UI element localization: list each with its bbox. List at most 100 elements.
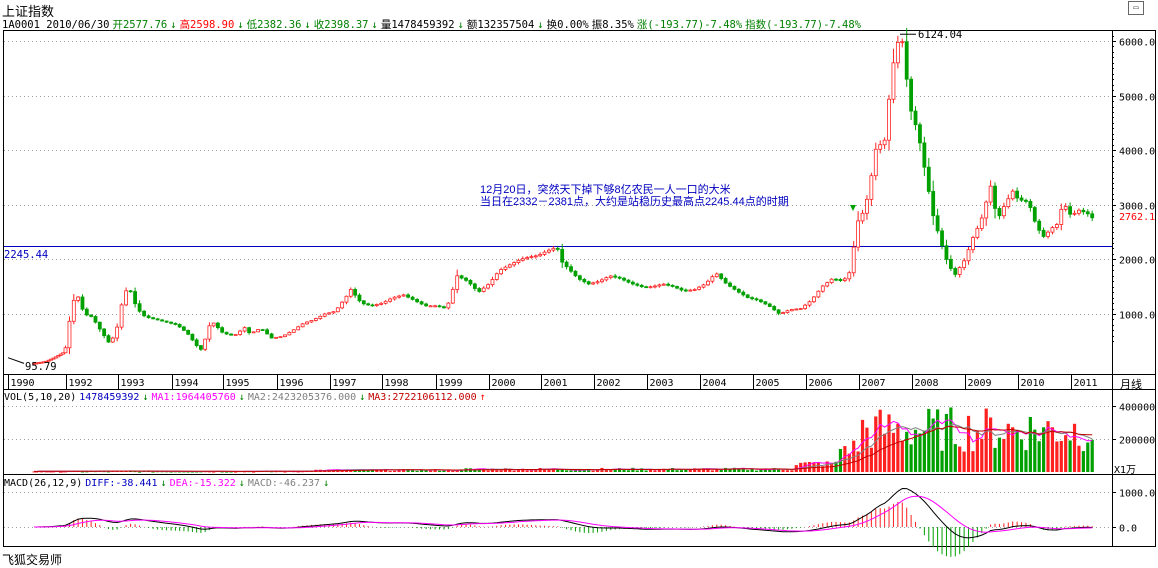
candle-body — [53, 356, 58, 359]
volume-bar — [1037, 441, 1041, 472]
x-tick-label-15: 2006 — [809, 378, 833, 389]
volume-bar — [1042, 427, 1046, 472]
vol-header-item-1: 1478459392 — [79, 392, 140, 403]
candle-body — [450, 289, 455, 304]
candle-body — [860, 212, 865, 222]
x-tick-label-1: 1992 — [69, 378, 93, 389]
volume-bar — [883, 433, 887, 472]
candle-body — [503, 266, 508, 270]
candle-body — [366, 303, 371, 306]
volume-bar — [182, 471, 186, 473]
candle-body — [533, 255, 538, 258]
candle-body — [679, 287, 684, 291]
volume-bar — [891, 432, 896, 472]
candle-body — [242, 327, 247, 332]
stats-row: 1A0001 2010/06/30 开2577.76 ↓ 高2598.90 ↓ 低2382… — [2, 17, 864, 32]
candle-body — [499, 269, 504, 275]
volume-bar — [865, 427, 869, 472]
volume-bar — [296, 471, 300, 473]
candle-body — [146, 315, 151, 319]
stat-item-14: 振8.35% — [591, 19, 634, 31]
candle-body — [247, 327, 252, 334]
volume-bar — [138, 471, 142, 473]
vol-header-item-7: MA3:2722106112.000 — [368, 392, 477, 403]
x-tick-label-17: 2008 — [915, 378, 939, 389]
volume-bar — [384, 469, 388, 472]
volume-bar — [402, 469, 406, 472]
volume-bar — [534, 469, 538, 472]
candle-body — [728, 282, 732, 287]
candle-body — [260, 329, 265, 331]
volume-bar — [732, 467, 737, 472]
candle-body — [63, 347, 68, 354]
candle-body — [348, 289, 353, 297]
macd-header-item-5: MACD:-46.237 — [247, 478, 321, 489]
candle-body — [723, 278, 728, 284]
candle-body — [644, 286, 649, 289]
volume-bar — [962, 451, 966, 472]
candle-body — [785, 310, 790, 313]
candle-body — [269, 333, 274, 339]
volume-bar — [1050, 427, 1055, 472]
candle-body — [798, 308, 803, 310]
volume-bar — [1028, 417, 1032, 472]
candle-body — [1001, 206, 1006, 217]
volume-bar — [446, 469, 450, 472]
candle-body — [975, 228, 980, 238]
volume-bar — [503, 468, 508, 472]
candle-body — [335, 307, 340, 313]
candle-body — [781, 312, 785, 314]
x-tick-label-6: 1997 — [333, 378, 357, 389]
candle-body — [124, 290, 128, 306]
volume-bar — [591, 470, 595, 472]
volume-bar — [750, 468, 754, 472]
candle-body — [353, 289, 358, 296]
candle-body — [164, 320, 169, 323]
period-label[interactable]: 月线 — [1120, 379, 1142, 391]
volume-bar — [234, 471, 238, 473]
candle-body — [1081, 209, 1086, 213]
x-tick-label-18: 2009 — [968, 378, 992, 389]
candle-body — [741, 291, 746, 296]
volume-bar — [379, 469, 383, 472]
stat-item-7: 收2398.37 — [313, 19, 369, 31]
x-tick-label-12: 2003 — [650, 378, 674, 389]
candle-body — [869, 175, 874, 200]
candle-body — [238, 330, 243, 335]
price-tick-label-2: 3000.0 — [1119, 202, 1155, 213]
candle-body — [666, 283, 671, 286]
x-tick-label-8: 1999 — [439, 378, 463, 389]
volume-bar — [429, 469, 433, 472]
candle-body — [318, 315, 323, 319]
candle-body — [93, 316, 98, 323]
candle-body — [842, 278, 847, 281]
volume-bar — [521, 468, 525, 472]
minimize-button[interactable]: ▭ — [1128, 1, 1144, 15]
volume-header: VOL(5,10,20) 1478459392 ↓ MA1:1964405760 ↓ MA… — [4, 392, 489, 403]
volume-bar — [1011, 427, 1015, 472]
candle-body — [1015, 190, 1020, 199]
volume-bar — [746, 470, 750, 472]
volume-bar — [1086, 442, 1090, 472]
volume-bar — [366, 470, 370, 472]
volume-bar — [768, 469, 772, 472]
volume-bar — [283, 471, 287, 473]
candle-body — [415, 299, 420, 303]
vol-header-item-5: MA2:2423205376.000 — [247, 392, 357, 403]
macd-header-item-1: DIFF:-38.441 — [85, 478, 158, 489]
candle-body — [142, 310, 147, 317]
candle-body — [89, 314, 94, 317]
candle-body — [106, 335, 111, 343]
volume-bar — [573, 470, 578, 472]
candle-body — [600, 279, 604, 283]
candle-body — [538, 254, 543, 257]
volume-bar — [499, 470, 503, 472]
macd-header-item-6: ↓ — [323, 478, 330, 489]
candle-body — [719, 273, 724, 279]
candle-body — [464, 277, 468, 281]
candle-body — [582, 279, 587, 283]
vol-header-item-4: ↓ — [238, 392, 245, 403]
volume-bar — [1090, 439, 1094, 472]
volume-bar — [953, 444, 957, 472]
